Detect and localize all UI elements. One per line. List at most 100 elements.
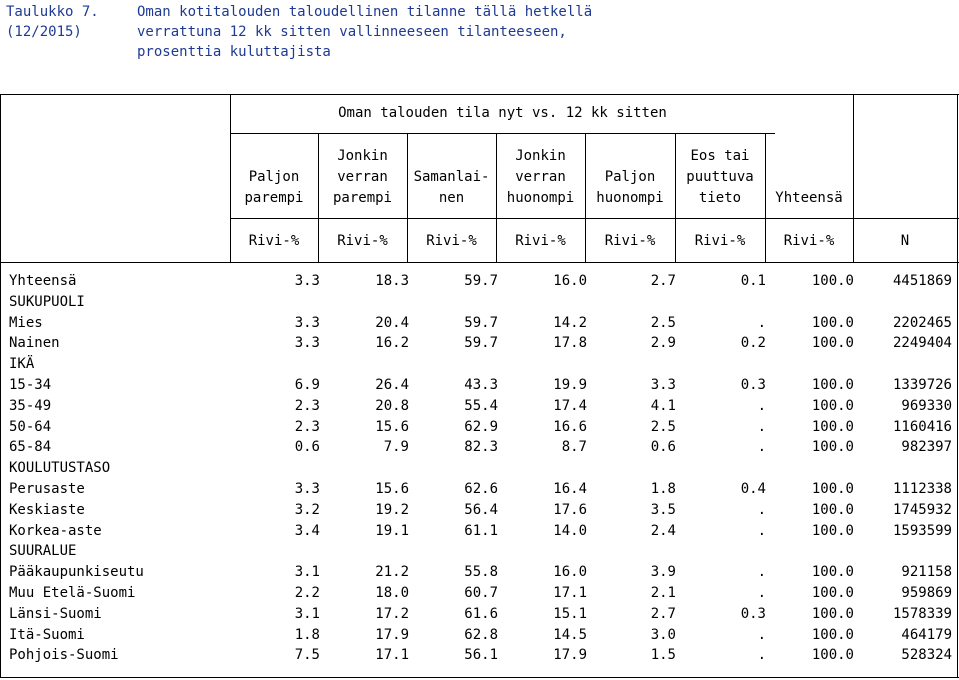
- table-cell: 17.1: [553, 585, 587, 601]
- table-cell: .: [757, 647, 766, 664]
- table-cell: 62.9: [464, 418, 498, 435]
- table-cell: 19.1: [375, 522, 409, 539]
- unit-header: Rivi-%: [515, 233, 566, 249]
- table-cell: 8.7: [561, 439, 587, 456]
- table-cell: 3.9: [650, 564, 676, 581]
- row-label: 65-84: [9, 439, 52, 456]
- table-cell: 100.0: [811, 314, 854, 331]
- column-header-line: Eos tai: [690, 148, 750, 164]
- table-cell: 100.0: [811, 273, 854, 289]
- table-cell: .: [757, 418, 766, 435]
- table-cell: 19.2: [375, 501, 409, 518]
- table-cell: 2.9: [650, 335, 676, 352]
- table-cell: 26.4: [375, 377, 409, 393]
- unit-header: N: [900, 233, 910, 249]
- table-cell: 100.0: [811, 647, 854, 664]
- table-cell: 59.7: [464, 335, 498, 352]
- table-cell: 100.0: [811, 585, 854, 601]
- column-header-line: verran: [337, 169, 388, 185]
- table-cell: 3.0: [650, 626, 676, 643]
- table-cell: 17.2: [375, 605, 409, 622]
- table-cell: 1.8: [650, 481, 676, 497]
- table-cell: 1160416: [892, 418, 952, 435]
- table-date: (12/2015): [6, 24, 82, 40]
- table-left-border: [0, 94, 1, 678]
- table-cell: 56.4: [464, 501, 498, 518]
- column-header-line: huonompi: [596, 190, 664, 206]
- table-cell: 59.7: [464, 273, 498, 289]
- table-cell: 82.3: [464, 439, 498, 456]
- table-cell: 15.1: [553, 605, 587, 622]
- section-heading: KOULUTUSTASO: [9, 460, 111, 477]
- table-cell: 982397: [901, 439, 952, 456]
- table-cell: 2.7: [650, 605, 676, 622]
- table-cell: 59.7: [464, 314, 498, 331]
- group-header-rule: [230, 133, 775, 134]
- table-cell: 1339726: [892, 377, 952, 393]
- row-label: Pohjois-Suomi: [9, 647, 119, 664]
- row-label: Keskiaste: [9, 501, 85, 518]
- header-column-separator: [318, 133, 319, 262]
- column-header-line: parempi: [332, 190, 392, 206]
- table-cell: 16.6: [553, 418, 587, 435]
- table-number: Taulukko 7.: [6, 4, 99, 20]
- header-column-separator: [765, 133, 766, 262]
- table-cell: 2.2: [294, 585, 320, 601]
- table-cell: .: [757, 522, 766, 539]
- table-cell: 2.4: [650, 522, 676, 539]
- table-cell: 100.0: [811, 418, 854, 435]
- header-column-separator: [585, 133, 586, 262]
- table-cell: .: [757, 501, 766, 518]
- table-cell: 1745932: [892, 501, 952, 518]
- table-cell: 100.0: [811, 522, 854, 539]
- column-header-line: verran: [515, 169, 566, 185]
- header-column-separator: [853, 94, 854, 262]
- table-cell: 3.3: [294, 481, 320, 497]
- table-cell: 20.4: [375, 314, 409, 331]
- table-cell: 15.6: [375, 481, 409, 497]
- header-column-separator: [407, 133, 408, 262]
- section-heading: SUURALUE: [9, 543, 77, 560]
- unit-header: Rivi-%: [604, 233, 656, 249]
- table-cell: 18.3: [375, 273, 409, 289]
- table-cell: 55.4: [464, 397, 498, 414]
- column-header-line: parempi: [244, 190, 304, 206]
- table-cell: 1112338: [892, 481, 952, 497]
- column-header-line: puuttuva: [686, 169, 754, 185]
- table-cell: .: [757, 397, 766, 414]
- header-rule: [230, 218, 959, 219]
- table-title-line-1: Oman kotitalouden taloudellinen tilanne …: [137, 4, 593, 20]
- row-label: Itä-Suomi: [9, 626, 85, 643]
- table-cell: 1.8: [294, 626, 320, 643]
- table-cell: .: [757, 439, 766, 456]
- table-cell: 100.0: [811, 626, 854, 643]
- table-cell: 100.0: [811, 377, 854, 393]
- table-cell: 21.2: [375, 564, 409, 581]
- table-cell: 3.3: [650, 377, 676, 393]
- table-cell: 16.4: [553, 481, 587, 497]
- table-cell: 62.6: [464, 481, 498, 497]
- column-header-line: Jonkin: [337, 148, 388, 164]
- table-cell: 2.3: [294, 418, 320, 435]
- row-label: Mies: [9, 314, 43, 331]
- table-cell: 61.1: [464, 522, 498, 539]
- table-cell: 7.5: [294, 647, 320, 664]
- row-label: Korkea-aste: [9, 522, 102, 539]
- table-cell: 2.5: [650, 314, 676, 331]
- table-cell: 2.7: [650, 273, 676, 289]
- table-cell: 3.1: [294, 564, 320, 581]
- column-header-line: tieto: [698, 190, 742, 206]
- table-cell: 16.0: [553, 564, 587, 581]
- table-cell: 2.5: [650, 418, 676, 435]
- table-cell: 969330: [901, 397, 952, 414]
- unit-header: Rivi-%: [426, 233, 477, 249]
- table-cell: 1593599: [892, 522, 952, 539]
- table-cell: 0.6: [294, 439, 320, 456]
- table-cell: 17.9: [553, 647, 587, 664]
- table-cell: 3.5: [650, 501, 676, 518]
- table-cell: 6.9: [294, 377, 320, 393]
- table-cell: 60.7: [464, 585, 498, 601]
- table-cell: 3.4: [294, 522, 320, 539]
- table-cell: 0.1: [740, 273, 766, 289]
- table-cell: 959869: [901, 585, 952, 601]
